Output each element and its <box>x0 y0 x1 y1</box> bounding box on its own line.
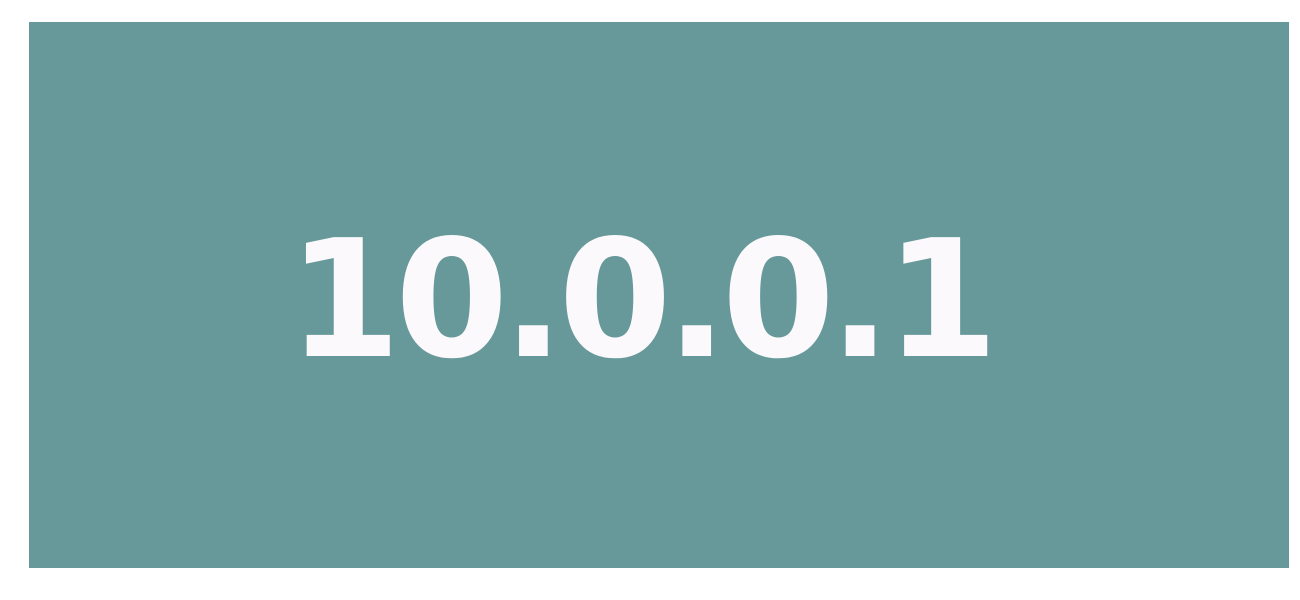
ip-address-banner <box>29 22 1289 568</box>
ip-address-text: 10.0.0.1 <box>287 205 999 395</box>
